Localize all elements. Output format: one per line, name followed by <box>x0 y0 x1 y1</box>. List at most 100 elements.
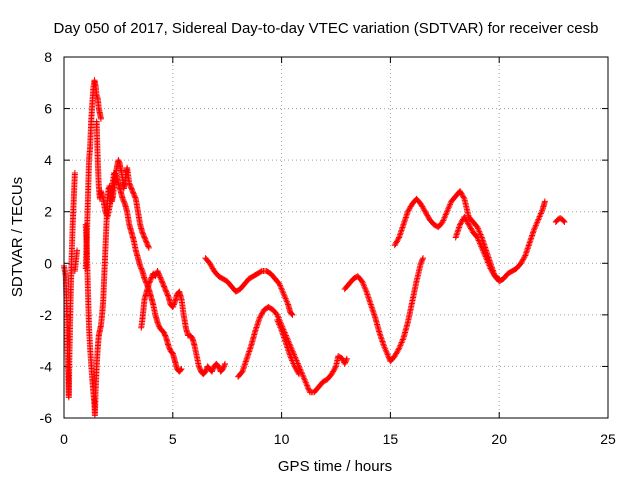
data-point <box>385 354 392 361</box>
x-tick-label: 10 <box>274 431 290 447</box>
data-point <box>161 331 168 338</box>
data-point <box>485 261 492 268</box>
data-point <box>330 368 337 375</box>
data-point <box>155 322 162 329</box>
data-point <box>488 266 495 273</box>
data-point <box>457 221 464 228</box>
data-point <box>293 366 300 373</box>
data-point <box>206 260 213 267</box>
data-point <box>420 206 427 213</box>
data-point <box>209 367 216 374</box>
data-point <box>418 202 425 209</box>
data-point <box>300 373 307 380</box>
y-tick-label: -6 <box>40 410 53 426</box>
data-point <box>127 182 134 189</box>
data-point <box>466 222 473 229</box>
data-point <box>119 195 126 202</box>
data-point <box>143 279 150 286</box>
data-point <box>281 292 288 299</box>
data-point <box>292 364 299 371</box>
data-point <box>305 386 312 393</box>
data-point <box>289 357 296 364</box>
data-point <box>130 190 137 197</box>
data-point <box>359 279 366 286</box>
data-point <box>535 214 542 221</box>
y-tick-label: 8 <box>44 49 52 65</box>
data-point <box>395 346 402 353</box>
data-point <box>462 215 469 222</box>
x-axis-label: GPS time / hours <box>278 458 392 475</box>
data-point <box>331 366 338 373</box>
data-point <box>391 242 398 249</box>
data-point <box>142 278 149 285</box>
data-point <box>165 344 172 351</box>
data-point <box>465 220 472 227</box>
data-point <box>406 206 413 213</box>
data-point <box>163 288 170 295</box>
data-point <box>147 277 154 284</box>
data-point <box>139 229 146 236</box>
data-point <box>521 253 528 260</box>
data-point <box>420 255 427 262</box>
data-point <box>283 297 290 304</box>
data-point <box>178 366 185 373</box>
data-point <box>383 350 390 357</box>
x-tick-label: 20 <box>491 431 507 447</box>
data-point <box>295 369 302 376</box>
data-point <box>405 207 412 214</box>
data-point <box>442 211 449 218</box>
data-point <box>385 353 392 360</box>
data-point <box>284 300 291 307</box>
data-point <box>517 260 524 267</box>
data-point <box>484 258 491 265</box>
y-tick-label: -4 <box>40 358 53 374</box>
data-point <box>142 277 149 284</box>
data-point <box>520 255 527 262</box>
data-point <box>534 219 541 226</box>
data-point <box>464 219 471 226</box>
data-point <box>137 264 144 271</box>
data-point <box>561 219 568 226</box>
data-point <box>276 280 283 287</box>
data-point <box>145 243 152 250</box>
data-point <box>480 249 487 256</box>
data-point <box>257 268 264 275</box>
data-point <box>445 204 452 211</box>
data-point <box>539 207 546 214</box>
data-point <box>457 188 464 195</box>
data-point <box>157 274 164 281</box>
data-point <box>143 239 150 246</box>
data-point <box>277 282 284 289</box>
data-point <box>164 292 171 299</box>
data-point <box>130 189 137 196</box>
data-point <box>393 350 400 357</box>
data-point <box>476 230 483 237</box>
data-point <box>531 225 538 232</box>
data-point <box>259 310 266 317</box>
data-point <box>256 314 263 321</box>
data-point <box>196 364 203 371</box>
data-point <box>162 333 169 340</box>
data-point <box>94 93 101 100</box>
data-point <box>276 322 283 329</box>
data-point <box>276 321 283 328</box>
data-point <box>483 256 490 263</box>
data-point <box>343 355 350 362</box>
data-point <box>440 216 447 223</box>
data-point <box>439 219 446 226</box>
data-point <box>394 347 401 354</box>
data-point <box>473 223 480 230</box>
data-point <box>476 228 483 235</box>
data-point <box>156 271 163 278</box>
data-point <box>481 252 488 259</box>
data-point <box>424 212 431 219</box>
data-point <box>490 270 497 277</box>
data-point <box>536 213 543 220</box>
data-point <box>219 366 226 373</box>
data-point <box>495 275 502 282</box>
data-point <box>328 371 335 378</box>
data-point <box>475 225 482 232</box>
data-point <box>362 285 369 292</box>
data-point <box>478 243 485 250</box>
